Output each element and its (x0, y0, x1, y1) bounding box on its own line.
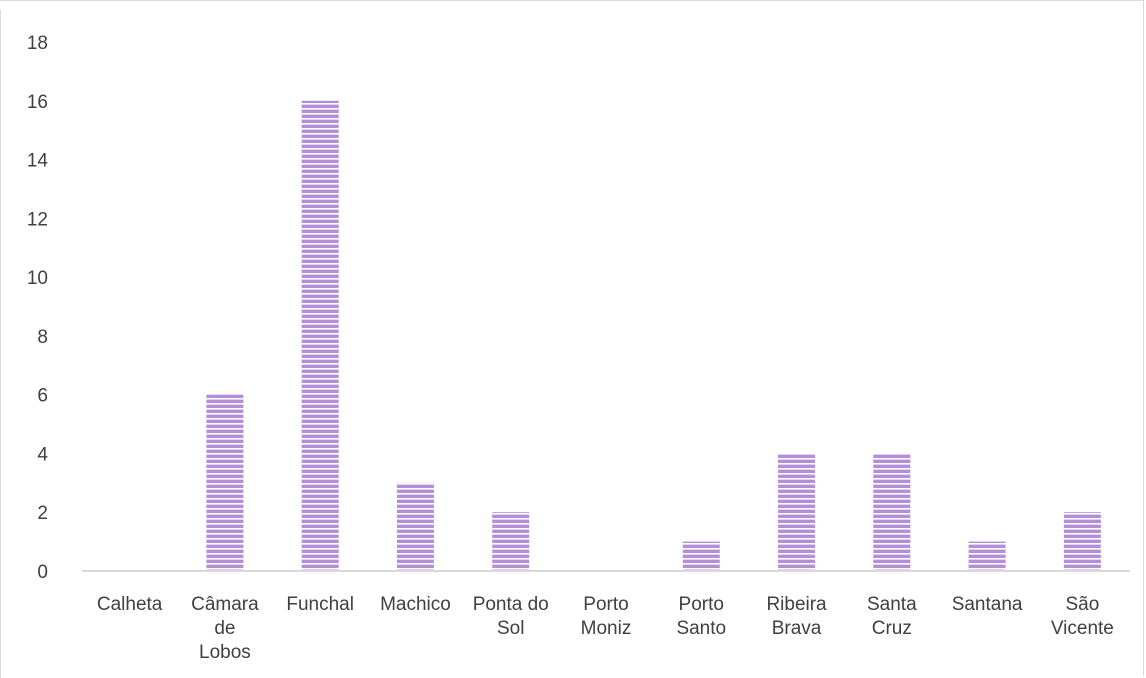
x-category-label-line: Brava (772, 618, 822, 639)
x-category-label-line: de (214, 618, 235, 639)
y-tick-label: 10 (27, 268, 48, 289)
x-category-label: Machico (380, 594, 451, 615)
x-category-label-line: Funchal (286, 594, 354, 615)
x-category-label-line: Calheta (97, 594, 163, 615)
x-category-label-line: Ponta do (473, 594, 549, 615)
x-category-label-line: Machico (380, 594, 451, 615)
x-category-label-line: Vicente (1051, 618, 1114, 639)
bar (968, 541, 1006, 571)
x-category-label: Câmara de Lobos (191, 594, 259, 663)
x-category-label-line: Porto (679, 594, 724, 615)
x-category-label: Porto Santo (676, 594, 726, 639)
y-tick-label: 0 (37, 562, 48, 583)
chart-frame-left-border (0, 10, 1, 678)
bar (492, 512, 530, 571)
x-axis-labels: Calheta Câmara de Lobos Funchal Machico Ponta … (97, 594, 1114, 663)
y-tick-label: 12 (27, 209, 48, 230)
y-tick-label: 16 (27, 92, 48, 113)
bar (682, 541, 720, 571)
x-category-label: Santa Cruz (867, 594, 917, 639)
bar (301, 100, 339, 572)
x-category-label: Calheta (97, 594, 163, 615)
y-tick-label: 8 (37, 327, 48, 348)
x-category-label: Funchal (286, 594, 354, 615)
y-tick-label: 2 (37, 503, 48, 524)
bar (1063, 512, 1101, 571)
x-category-label: São Vicente (1051, 594, 1114, 639)
x-category-label-line: Sol (497, 618, 524, 639)
x-category-label: Porto Moniz (581, 594, 632, 639)
x-category-label-line: Ribeira (766, 594, 827, 615)
bar (206, 394, 244, 571)
bar (778, 453, 816, 571)
x-category-label: Santana (952, 594, 1023, 615)
x-category-label-line: Câmara (191, 594, 259, 615)
bar (396, 482, 434, 571)
x-category-label-line: Santa (867, 594, 917, 615)
y-axis-ticks: 0 2 4 6 8 10 12 14 16 18 (27, 33, 49, 583)
y-tick-label: 14 (27, 151, 49, 172)
x-category-label-line: Lobos (199, 642, 251, 663)
bar (873, 453, 911, 571)
bars (206, 100, 1101, 572)
x-category-label-line: São (1065, 594, 1099, 615)
x-category-label-line: Santo (676, 618, 726, 639)
x-category-label-line: Moniz (581, 618, 632, 639)
y-tick-label: 18 (27, 33, 48, 54)
x-category-label: Ribeira Brava (766, 594, 827, 639)
y-tick-label: 4 (37, 444, 48, 465)
x-category-label: Ponta do Sol (473, 594, 549, 639)
y-tick-label: 6 (37, 386, 48, 407)
x-category-label-line: Cruz (872, 618, 912, 639)
x-category-label-line: Santana (952, 594, 1023, 615)
x-category-label-line: Porto (583, 594, 628, 615)
